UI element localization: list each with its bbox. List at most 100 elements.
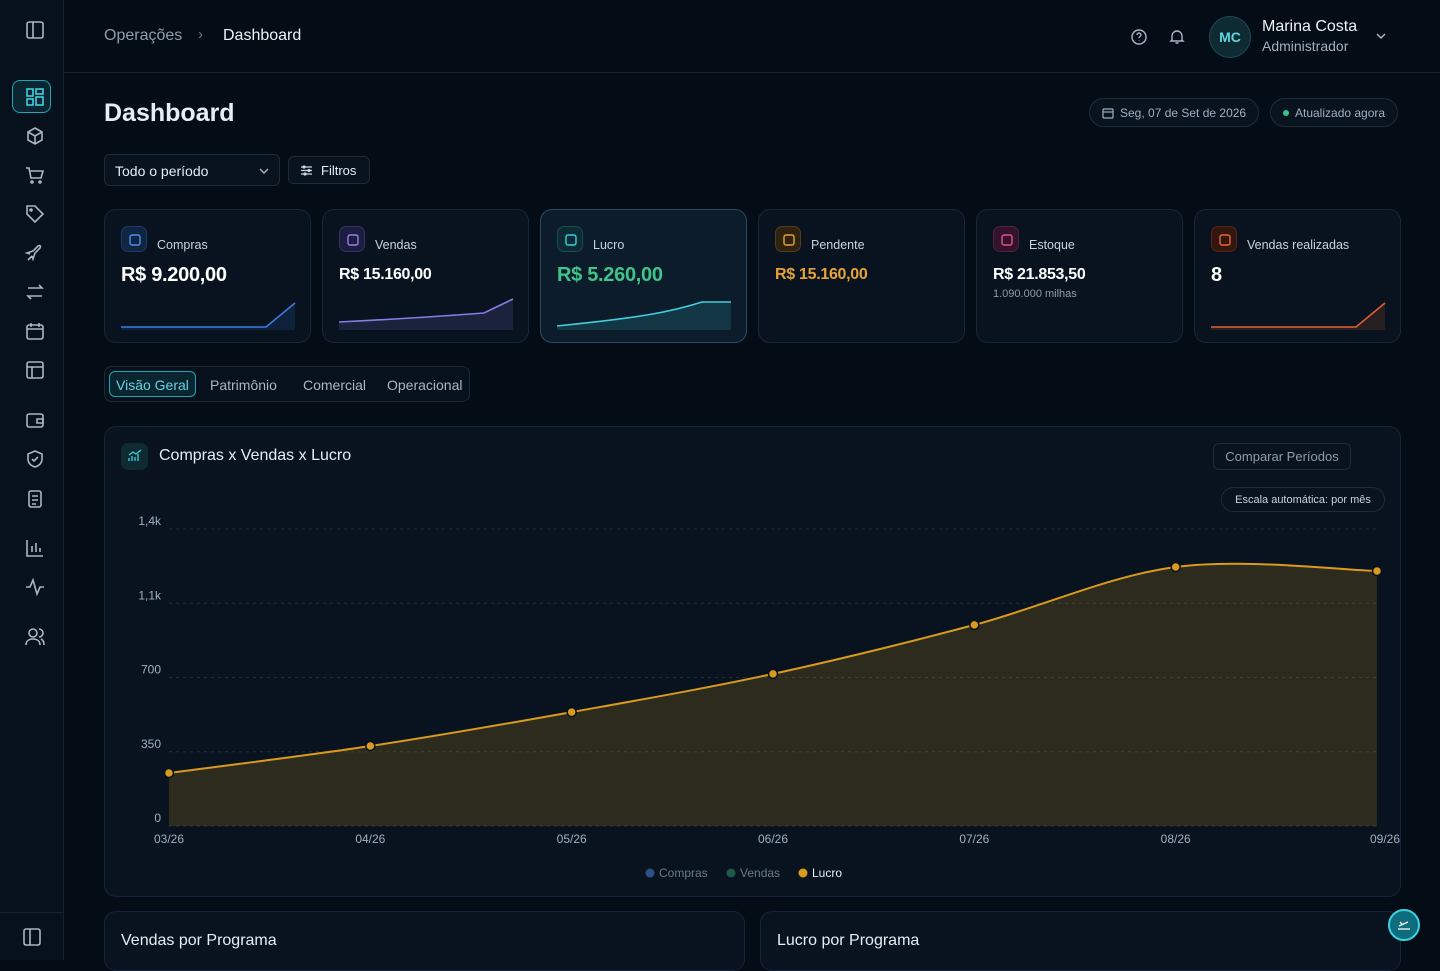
point: [163, 767, 175, 779]
expand-icon[interactable]: [21, 926, 43, 948]
kpi-value: R$ 15.160,00: [775, 266, 868, 283]
divider: [0, 912, 64, 913]
sparkline: [557, 301, 731, 330]
activity-icon[interactable]: [24, 576, 46, 598]
kpi-icon: [1211, 226, 1237, 252]
y-tick-label: 0: [154, 811, 161, 825]
compare-button[interactable]: Comparar Períodos: [1213, 443, 1351, 470]
shield-icon[interactable]: [24, 448, 46, 470]
status-dot: [1283, 109, 1289, 116]
x-tick-label: 05/26: [557, 832, 587, 846]
wallet-icon[interactable]: [24, 409, 46, 431]
legend-label[interactable]: Lucro: [812, 866, 842, 880]
users-icon[interactable]: [24, 626, 46, 648]
calendar-icon[interactable]: [24, 320, 46, 342]
kpi-card[interactable]: Vendas R$ 15.160,00: [322, 209, 529, 343]
tabs: Visão Geral Patrimônio Comercial Operaciona…: [104, 366, 470, 402]
panel-title: Vendas por Programa: [121, 932, 277, 949]
panel: Vendas por Programa: [104, 911, 745, 971]
point: [566, 706, 577, 718]
kpi-card[interactable]: Lucro R$ 5.260,00: [540, 209, 747, 343]
chart-icon: [121, 443, 148, 470]
x-tick-label: 08/26: [1161, 832, 1191, 846]
point: [1170, 561, 1181, 573]
kpi-card[interactable]: Estoque R$ 21.853,50 1.090.000 milhas: [976, 209, 1183, 343]
filters-button[interactable]: Filtros: [288, 156, 370, 184]
date: Seg, 07 de Set de 2026: [1120, 105, 1247, 120]
x-tick-label: 04/26: [355, 832, 385, 846]
bell-icon[interactable]: [1168, 28, 1186, 46]
cart-icon[interactable]: [24, 164, 46, 186]
point: [365, 740, 376, 752]
kpi-label: Vendas realizadas: [1247, 238, 1350, 252]
chart-title: Compras x Vendas x Lucro: [159, 447, 352, 464]
swap-icon[interactable]: [24, 281, 46, 303]
date-chip: Seg, 07 de Set de 2026: [1089, 98, 1260, 127]
kpi-label: Vendas: [375, 238, 417, 252]
x-tick-label: 06/26: [758, 832, 788, 846]
panel-title: Lucro por Programa: [777, 932, 920, 949]
area: [169, 563, 1377, 826]
clipboard-icon[interactable]: [24, 487, 46, 509]
sparkline: [121, 302, 296, 330]
user-role: Administrador: [1262, 38, 1349, 54]
y-tick-label: 1,4k: [138, 514, 162, 528]
x-tick-label: 07/26: [959, 832, 989, 846]
topbar: Operações › Dashboard MC Marina Costa Ad…: [64, 0, 1440, 73]
point: [767, 668, 779, 680]
chart-panel: Compras x Vendas x Lucro Comparar Períod…: [104, 426, 1401, 897]
kpi-value: R$ 9.200,00: [121, 264, 227, 286]
panel: Lucro por Programa: [760, 911, 1401, 971]
x-tick-label: 09/26: [1370, 832, 1400, 846]
kpi-card[interactable]: Pendente R$ 15.160,00: [758, 209, 965, 343]
kpi-label: Lucro: [593, 238, 625, 252]
tab[interactable]: Comercial: [303, 377, 367, 393]
y-tick-label: 1,1k: [138, 588, 162, 602]
dashboard-icon[interactable]: [24, 86, 46, 108]
plane-icon[interactable]: [24, 242, 46, 264]
kpi-note: 1.090.000 milhas: [993, 288, 1077, 300]
sparkline: [339, 298, 514, 330]
legend-swatch: [726, 868, 736, 878]
help-icon[interactable]: [1130, 28, 1148, 46]
tab[interactable]: Operacional: [387, 377, 463, 393]
layout-icon[interactable]: [24, 359, 46, 381]
kpi-label: Pendente: [811, 238, 865, 252]
y-tick-label: 700: [141, 663, 161, 677]
breadcrumb[interactable]: Operações: [104, 27, 183, 44]
status: Atualizado agora: [1295, 105, 1386, 120]
kpi-value: R$ 21.853,50: [993, 266, 1086, 283]
filters-label: Filtros: [321, 162, 357, 178]
kpi-value: R$ 5.260,00: [557, 264, 663, 286]
fab[interactable]: [1388, 909, 1420, 941]
kpi-card[interactable]: Compras R$ 9.200,00: [104, 209, 311, 343]
tab[interactable]: Visão Geral: [109, 371, 196, 397]
sparkline: [1211, 302, 1386, 330]
tag-icon[interactable]: [24, 203, 46, 225]
kpi-icon: [557, 226, 583, 252]
period-select[interactable]: Todo o período: [104, 154, 280, 186]
kpi-icon: [993, 226, 1019, 252]
kpi-value: R$ 15.160,00: [339, 266, 432, 283]
box-icon[interactable]: [24, 125, 46, 147]
point: [1371, 565, 1383, 577]
legend-label[interactable]: Vendas: [740, 866, 780, 880]
legend-swatch: [645, 868, 655, 878]
x-tick-label: 03/26: [154, 832, 184, 846]
chart-icon[interactable]: [24, 537, 46, 559]
breadcrumb: Dashboard: [223, 27, 302, 44]
tab[interactable]: Patrimônio: [210, 377, 277, 393]
scale-note: Escala automática: por mês: [1221, 487, 1385, 512]
collapse-icon[interactable]: [24, 19, 46, 41]
kpi-card[interactable]: Vendas realizadas 8: [1194, 209, 1401, 343]
breadcrumb-sep: ›: [198, 26, 203, 43]
period: Todo o período: [115, 163, 209, 179]
legend-label[interactable]: Compras: [659, 866, 708, 880]
kpi-label: Compras: [157, 238, 208, 252]
user-name: Marina Costa: [1262, 18, 1358, 35]
page-title: Dashboard: [104, 99, 235, 127]
kpi-icon: [339, 226, 365, 252]
chevron[interactable]: [1375, 30, 1387, 42]
avatar[interactable]: MC: [1209, 16, 1251, 58]
